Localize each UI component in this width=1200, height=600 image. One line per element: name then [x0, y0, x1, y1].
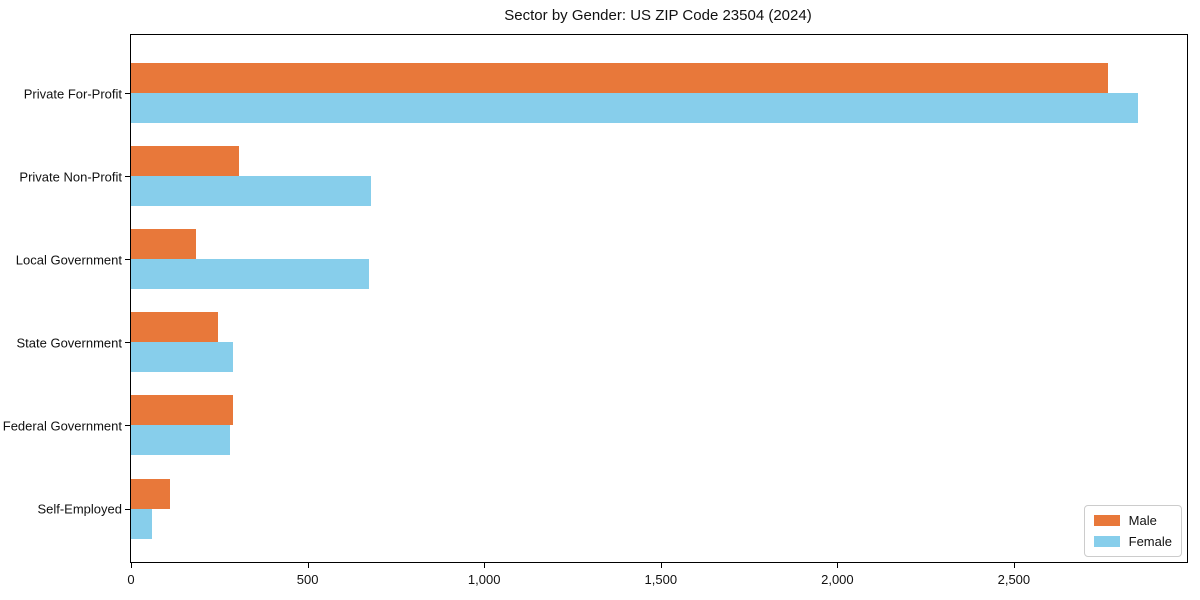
x-axis-label-500: 500: [296, 572, 319, 587]
y-axis-label-private-non-profit: Private Non-Profit: [19, 169, 122, 185]
chart-title: Sector by Gender: US ZIP Code 23504 (202…: [504, 7, 812, 24]
legend-entry-female: Female: [1093, 534, 1172, 549]
y-tick-private-non-profit: [125, 176, 130, 178]
y-axis-label-federal-government: Federal Government: [2, 418, 122, 434]
bar-female-private-for-profit: [131, 93, 1138, 123]
x-tick-2000: [837, 563, 839, 568]
bar-female-federal-government: [131, 425, 230, 456]
x-tick-1000: [484, 563, 486, 568]
y-axis-label-state-government: State Government: [16, 335, 123, 351]
y-tick-state-government: [125, 342, 130, 344]
y-axis-label-private-for-profit: Private For-Profit: [23, 86, 122, 101]
y-tick-federal-government: [125, 425, 130, 427]
y-tick-local-government: [125, 259, 130, 261]
x-axis-label-2000: 2,000: [821, 572, 854, 587]
legend: Male Female: [1083, 505, 1182, 557]
x-tick-0: [131, 563, 132, 568]
y-tick-self-employed: [125, 508, 130, 510]
x-axis-label-1000: 1,000: [467, 572, 501, 587]
legend-entry-male: Male: [1093, 513, 1172, 528]
x-axis-label-1500: 1,500: [644, 572, 678, 587]
y-tick-private-for-profit: [125, 93, 130, 94]
x-tick-1500: [660, 563, 662, 568]
x-axis-label-0: 0: [127, 572, 135, 587]
legend-swatch-male: [1093, 515, 1120, 526]
bar-female-local-government: [131, 259, 370, 290]
y-axis-label-self-employed: Self-Employed: [37, 501, 122, 517]
legend-label-male: Male: [1128, 513, 1157, 528]
bar-female-self-employed: [131, 508, 153, 539]
y-axis-label-local-government: Local Government: [15, 252, 122, 268]
bar-male-state-government: [131, 312, 218, 343]
bar-male-private-non-profit: [131, 146, 239, 177]
legend-swatch-female: [1093, 536, 1120, 547]
plot-area: Male Female Private For-Profit Private No…: [3, 34, 1188, 587]
x-tick-500: [307, 563, 309, 568]
bar-male-local-government: [131, 229, 197, 260]
legend-label-female: Female: [1128, 534, 1172, 549]
x-tick-2500: [1013, 563, 1015, 568]
bar-male-federal-government: [131, 395, 234, 426]
bar-female-private-non-profit: [131, 176, 372, 207]
bar-male-private-for-profit: [131, 63, 1108, 93]
bar-female-state-government: [131, 342, 234, 373]
bar-male-self-employed: [131, 478, 170, 509]
x-axis-label-2500: 2,500: [997, 572, 1031, 587]
